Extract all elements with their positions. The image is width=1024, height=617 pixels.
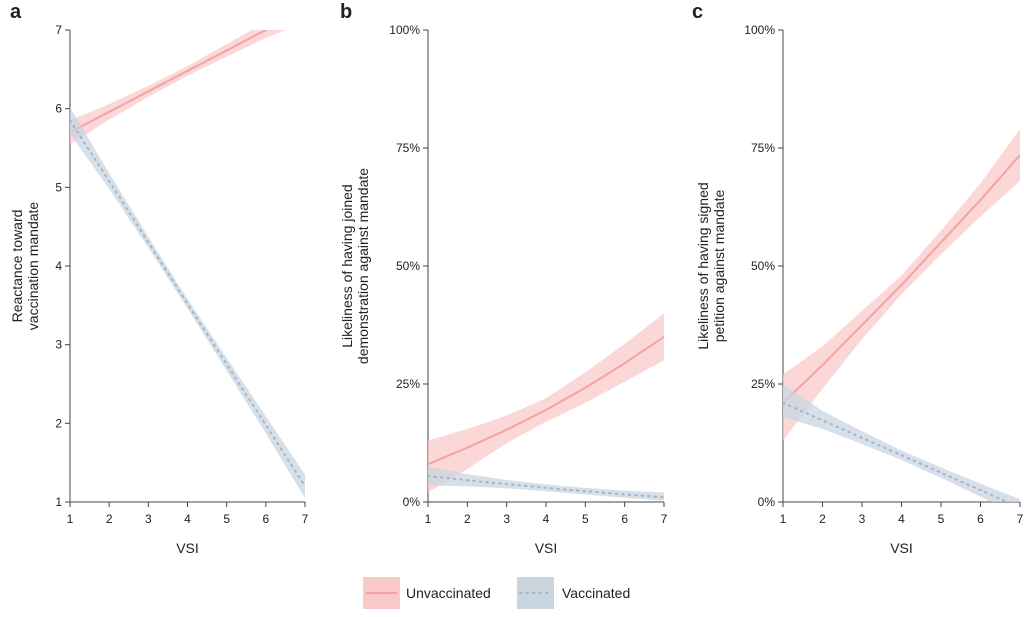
plot-area [70,30,305,499]
y-tick-label: 7 [55,23,62,37]
confidence-band [428,466,664,501]
y-tick-label: 5 [55,180,62,194]
y-tick-label: 100% [744,23,775,37]
x-tick-label: 1 [425,512,432,526]
panel-label: c [692,1,703,23]
y-tick-label: 50% [751,259,775,273]
x-tick-label: 2 [819,512,826,526]
y-tick-label: 6 [55,102,62,116]
x-tick-label: 3 [145,512,152,526]
x-axis-label: VSI [535,540,558,556]
x-tick-label: 4 [898,512,905,526]
legend-label: Unvaccinated [406,585,491,601]
x-tick-label: 4 [184,512,191,526]
series-line [428,475,664,499]
series-line [428,335,664,466]
y-axis-label: Likeliness of having signed [695,182,711,349]
legend-label: Vaccinated [562,585,630,601]
y-tick-label: 0% [758,495,776,509]
y-tick-label: 50% [396,259,420,273]
plot-area [783,129,1020,502]
x-tick-label: 5 [223,512,230,526]
x-tick-label: 7 [661,512,668,526]
panel-label: b [340,1,352,23]
x-tick-label: 1 [67,512,74,526]
x-tick-label: 1 [780,512,787,526]
series-line [783,401,1010,502]
y-axis-label: demonstration against mandate [355,168,371,364]
y-axis-label: petition against mandate [711,190,727,343]
x-tick-label: 4 [543,512,550,526]
x-tick-label: 2 [464,512,471,526]
plot-area [428,313,664,501]
y-tick-label: 25% [751,377,775,391]
confidence-band [783,384,1020,502]
series-line [70,119,305,488]
x-tick-label: 3 [503,512,510,526]
y-axis-label: Reactance toward [9,210,25,323]
x-tick-label: 5 [582,512,589,526]
x-tick-label: 6 [621,512,628,526]
x-tick-label: 2 [106,512,113,526]
x-tick-label: 7 [1017,512,1024,526]
y-tick-label: 2 [55,416,62,430]
x-axis-label: VSI [176,540,199,556]
x-tick-label: 7 [302,512,309,526]
confidence-band [428,313,664,493]
y-tick-label: 3 [55,338,62,352]
panel-label: a [10,1,22,23]
y-tick-label: 75% [751,141,775,155]
y-tick-label: 1 [55,495,62,509]
y-tick-label: 25% [396,377,420,391]
series-line [783,154,1020,404]
y-tick-label: 100% [389,23,420,37]
x-axis-label: VSI [890,540,913,556]
x-tick-label: 6 [977,512,984,526]
x-tick-label: 6 [262,512,269,526]
y-axis-label: vaccination mandate [25,202,41,331]
series-line [70,30,268,134]
y-tick-label: 75% [396,141,420,155]
y-axis-label: Likeliness of having joined [339,184,355,347]
x-tick-label: 5 [938,512,945,526]
y-tick-label: 4 [55,259,62,273]
x-tick-label: 3 [859,512,866,526]
y-tick-label: 0% [403,495,421,509]
